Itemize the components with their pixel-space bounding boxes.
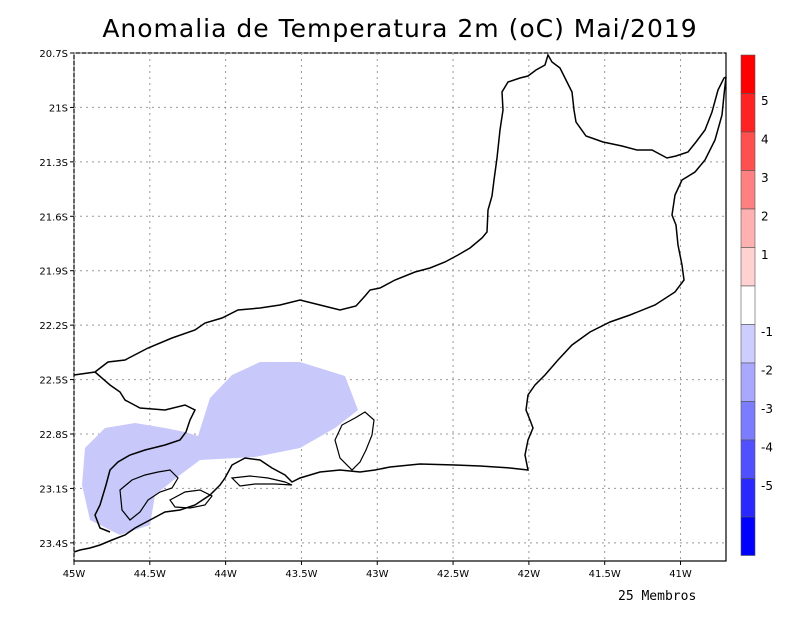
lon-tick-label: 43.5W bbox=[285, 569, 317, 580]
lat-tick-label: 21S bbox=[49, 103, 68, 114]
lat-tick-label: 23.1S bbox=[39, 484, 68, 495]
colorbar-swatch bbox=[740, 93, 756, 133]
coastline bbox=[73, 76, 727, 553]
colorbar-swatch bbox=[740, 208, 756, 248]
colorbar-swatch bbox=[740, 324, 756, 364]
bay-outline bbox=[334, 411, 375, 471]
lon-tick-label: 42.5W bbox=[437, 569, 469, 580]
colorbar-swatch bbox=[740, 170, 756, 210]
colorbar-label: 4 bbox=[761, 133, 769, 147]
lon-tick-label: 41W bbox=[669, 569, 692, 580]
colorbar-swatch bbox=[740, 285, 756, 325]
colorbar-label: 2 bbox=[761, 210, 769, 224]
lat-tick-label: 21.6S bbox=[39, 212, 68, 223]
lat-tick-label: 23.4S bbox=[39, 539, 68, 550]
lon-tick-label: 43W bbox=[366, 569, 389, 580]
plot-frame bbox=[73, 52, 727, 562]
colorbar-swatch bbox=[740, 54, 756, 94]
coast-detail bbox=[119, 469, 179, 521]
island-outline bbox=[230, 475, 293, 487]
colorbar: 5 4 3 2 1 -1 -2 -3 -4 -5 bbox=[740, 54, 773, 556]
lon-tick-label: 45W bbox=[63, 569, 86, 580]
colorbar-swatch bbox=[740, 131, 756, 171]
lon-tick-label: 44.5W bbox=[134, 569, 166, 580]
colorbar-swatch bbox=[740, 439, 756, 479]
state-boundary bbox=[73, 53, 727, 376]
colorbar-label: -3 bbox=[761, 402, 773, 416]
colorbar-swatch bbox=[740, 516, 756, 556]
lat-tick-label: 22.2S bbox=[39, 321, 68, 332]
colorbar-swatch bbox=[740, 401, 756, 441]
colorbar-label: -5 bbox=[761, 479, 773, 493]
tick-labels: 45W 44.5W 44W 43.5W 43W 42.5W 42W 41.5W 41W 20.7S… bbox=[39, 49, 692, 580]
lon-tick-label: 42W bbox=[518, 569, 541, 580]
colorbar-swatch bbox=[740, 247, 756, 287]
colorbar-label: -1 bbox=[761, 325, 773, 339]
lat-tick-label: 22.5S bbox=[39, 376, 68, 387]
colorbar-label: 5 bbox=[761, 94, 769, 108]
colorbar-label: -2 bbox=[761, 364, 773, 378]
member-count: 25 Membros bbox=[618, 589, 697, 604]
state-boundary-inner bbox=[94, 371, 197, 533]
lat-tick-label: 20.7S bbox=[39, 49, 68, 60]
colorbar-label: 1 bbox=[761, 248, 769, 262]
lat-tick-label: 21.9S bbox=[39, 267, 68, 278]
colorbar-label: 3 bbox=[761, 171, 769, 185]
gridlines bbox=[70, 52, 726, 565]
map-title: Anomalia de Temperatura 2m (oC) Mai/2019 bbox=[102, 14, 698, 43]
colorbar-label: -4 bbox=[761, 441, 773, 455]
lat-tick-label: 21.3S bbox=[39, 158, 68, 169]
colorbar-swatch bbox=[740, 362, 756, 402]
island-ilha-grande bbox=[169, 489, 213, 509]
colorbar-swatch bbox=[740, 478, 756, 518]
lon-tick-label: 41.5W bbox=[589, 569, 621, 580]
anomaly-region bbox=[82, 362, 358, 535]
lon-tick-label: 44W bbox=[214, 569, 237, 580]
lat-tick-label: 22.8S bbox=[39, 430, 68, 441]
